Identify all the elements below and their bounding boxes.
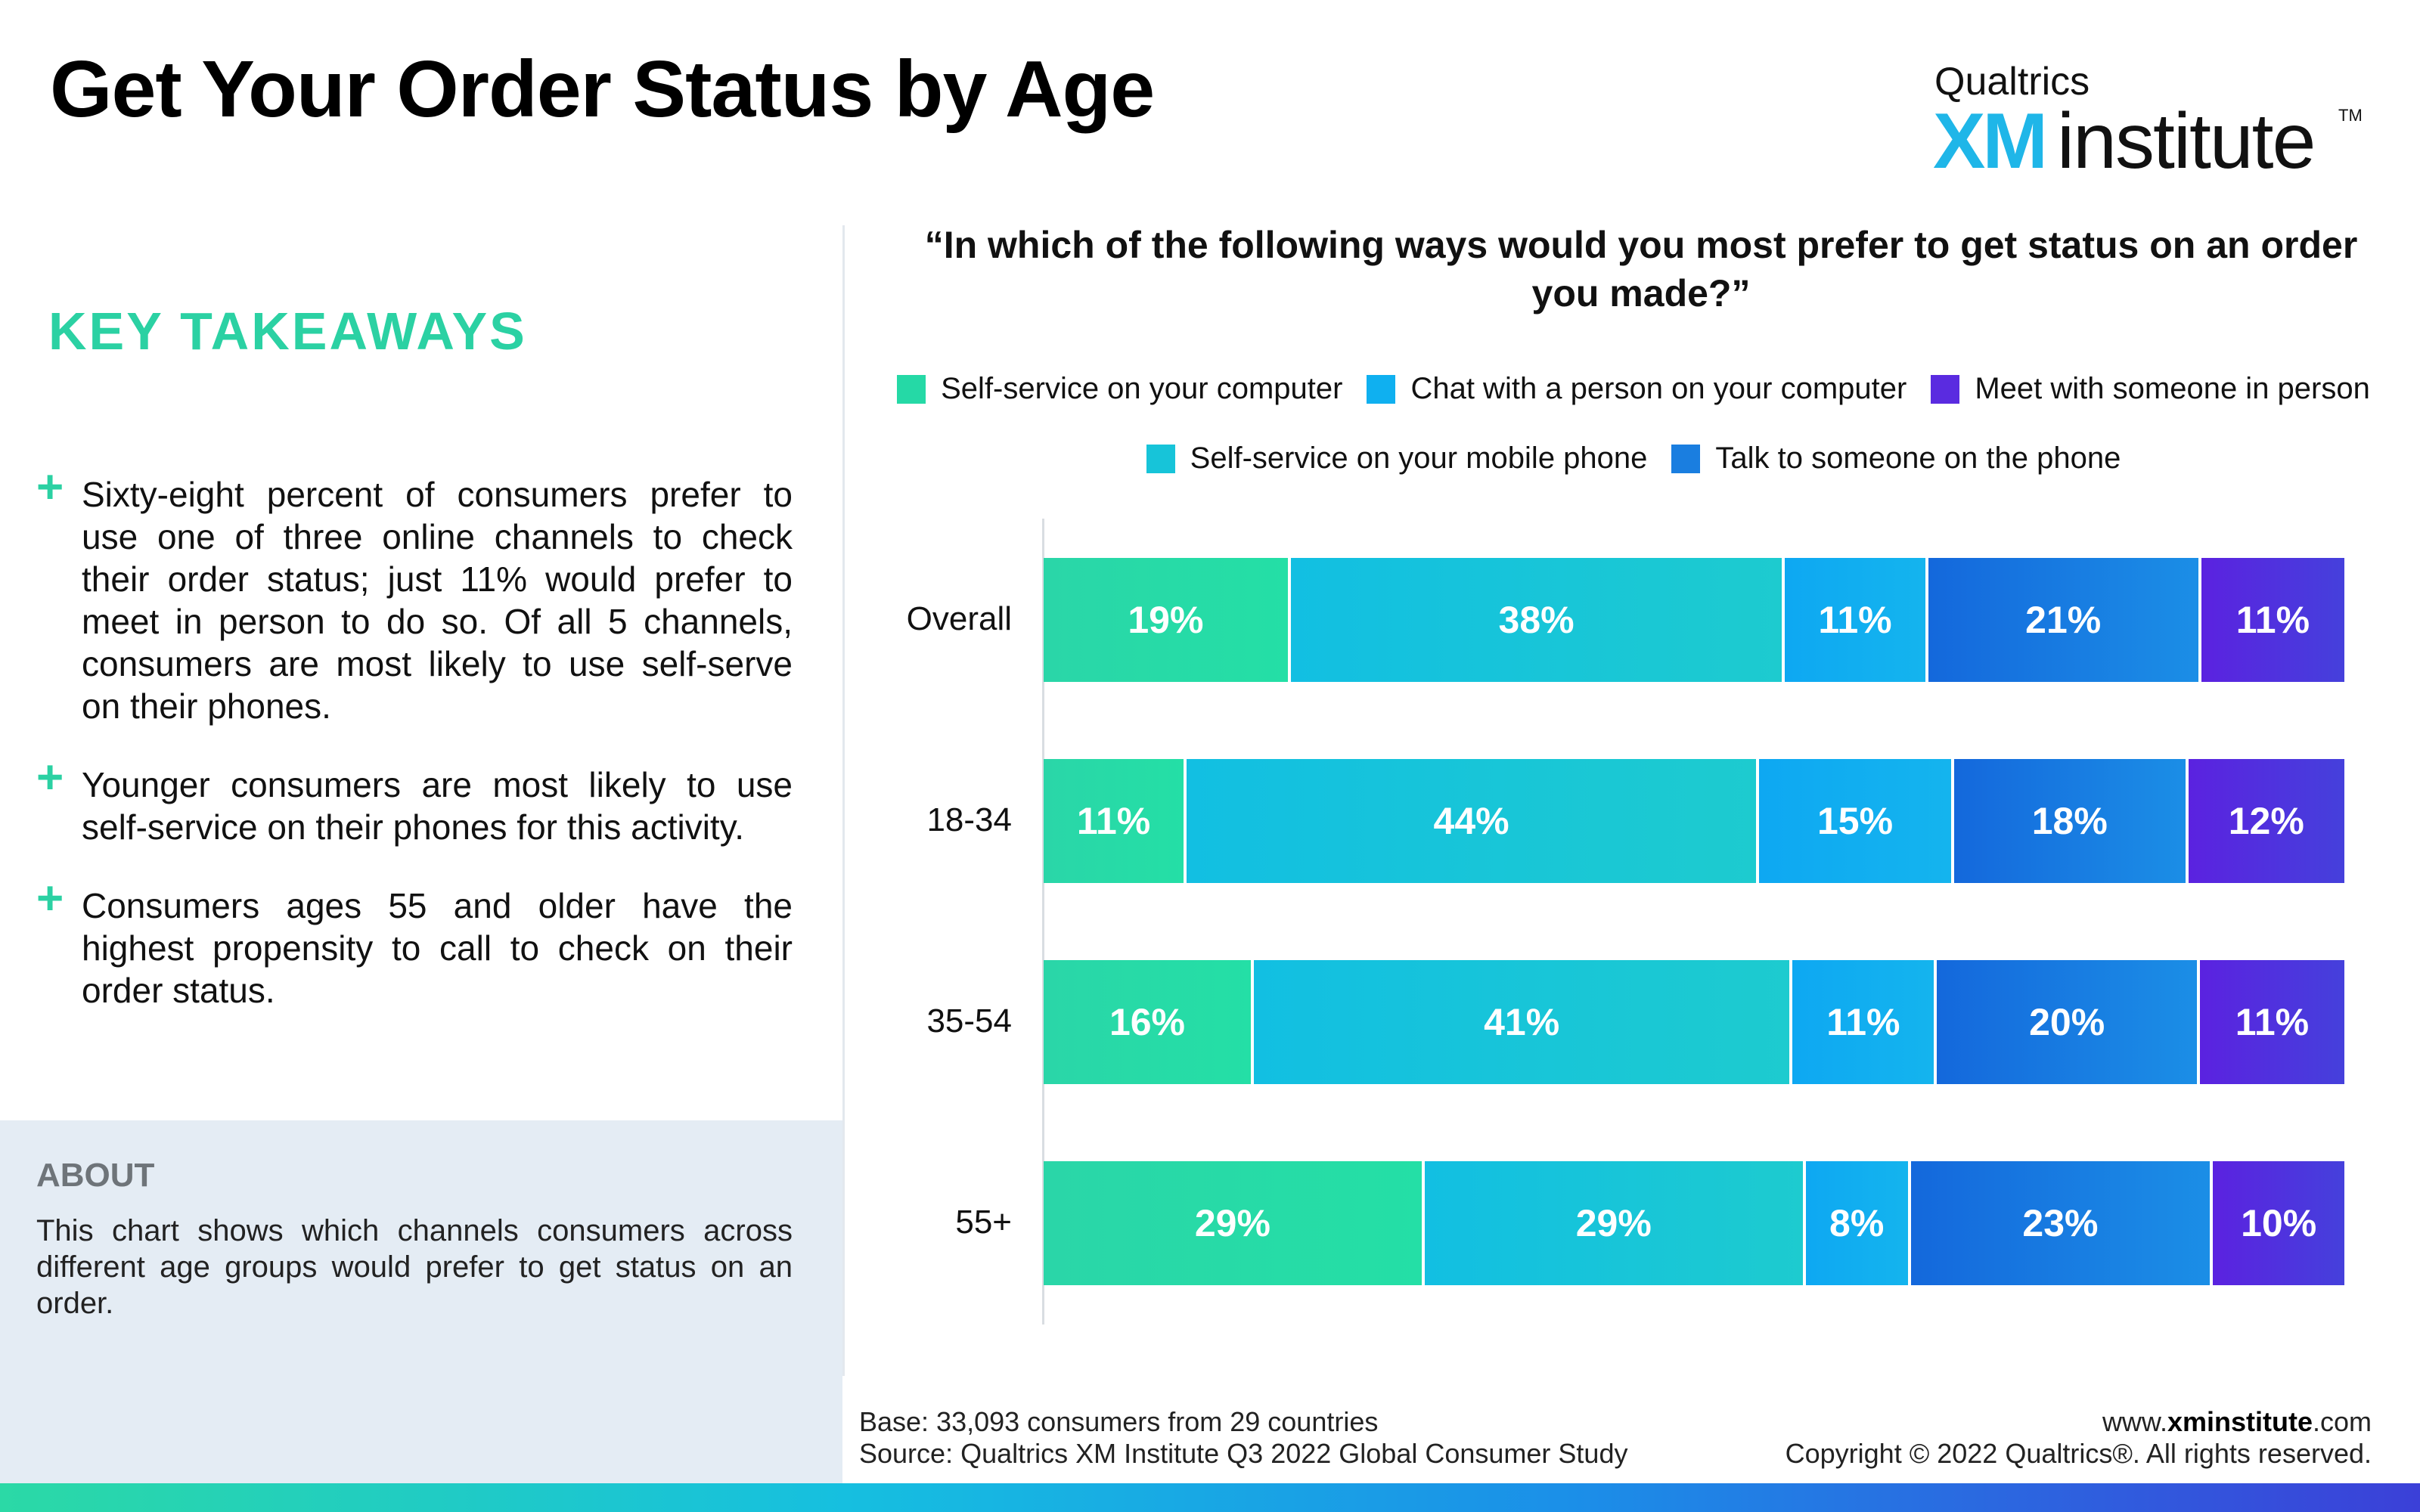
key-takeaways-list: + Sixty-eight percent of consumers prefe… (36, 464, 793, 1048)
bar-segment: 38% (1290, 558, 1786, 682)
legend-swatch (1931, 374, 1960, 404)
chart-legend-row-2: Self-service on your mobile phone Talk to… (855, 442, 2412, 476)
bar-segment: 16% (1044, 960, 1254, 1084)
about-text: This chart shows which channels consumer… (36, 1214, 793, 1320)
logo-brand: Qualtrics (1934, 60, 2090, 104)
legend-label: Self-service on your mobile phone (1190, 442, 1648, 475)
bar-segment: 21% (1928, 558, 2201, 682)
bar-segment: 11% (2199, 960, 2344, 1084)
plus-icon: + (36, 461, 64, 513)
legend-label: Talk to someone on the phone (1715, 442, 2121, 475)
legend-label: Self-service on your computer (941, 372, 1343, 405)
website-link[interactable]: www.xminstitute.com (2102, 1406, 2372, 1437)
takeaway-item: + Sixty-eight percent of consumers prefe… (36, 464, 793, 727)
about-panel (0, 1120, 842, 1483)
plus-icon: + (36, 751, 64, 804)
stacked-bar: 11% 44% 15% 18% 12% (1044, 759, 2344, 883)
chart-title: “In which of the following ways would yo… (924, 224, 2358, 314)
category-label: 35-54 (926, 1002, 1012, 1040)
takeaway-text: Younger consumers are most likely to use… (82, 765, 793, 847)
bar-segment: 20% (1937, 960, 2200, 1084)
page-title: Get Your Order Status by Age (50, 45, 1155, 134)
legend-swatch (1367, 374, 1396, 404)
logo-product: institute (2057, 98, 2316, 185)
bottom-gradient-bar (0, 1483, 2420, 1512)
key-takeaways-heading: KEY TAKEAWAYS (48, 302, 527, 361)
bar-segment: 11% (2201, 558, 2344, 682)
xm-institute-logo: Qualtrics XM institute TM (1933, 59, 2363, 187)
stacked-bar: 19% 38% 11% 21% 11% (1044, 558, 2344, 682)
bar-segment: 11% (1044, 759, 1187, 883)
bar-segment: 19% (1044, 558, 1291, 682)
bar-segment: 18% (1954, 759, 2189, 883)
source-note: Source: Qualtrics XM Institute Q3 2022 G… (859, 1438, 1628, 1469)
legend-item: Self-service on your mobile phone (1146, 442, 1648, 476)
legend-item: Meet with someone in person (1931, 372, 2370, 406)
legend-swatch (1671, 444, 1701, 473)
bar-segment: 15% (1759, 759, 1954, 883)
legend-item: Self-service on your computer (897, 372, 1342, 406)
category-axis-line (1042, 519, 1044, 1325)
stacked-bar: 16% 41% 11% 20% 11% (1044, 960, 2344, 1084)
bar-segment: 23% (1910, 1161, 2214, 1285)
legend-swatch (1146, 444, 1175, 473)
legend-swatch (897, 374, 926, 404)
legend-item: Chat with a person on your computer (1367, 372, 1907, 406)
panel-divider (842, 225, 845, 1376)
legend-item: Talk to someone on the phone (1671, 442, 2121, 476)
bar-segment: 8% (1805, 1161, 1911, 1285)
legend-label: Chat with a person on your computer (1410, 372, 1907, 405)
takeaway-text: Sixty-eight percent of consumers prefer … (82, 475, 793, 726)
takeaway-item: + Consumers ages 55 and older have the h… (36, 875, 793, 1012)
category-label: 55+ (955, 1204, 1012, 1241)
stacked-bar: 29% 29% 8% 23% 10% (1044, 1161, 2344, 1285)
bar-segment: 29% (1044, 1161, 1425, 1285)
copyright-note: Copyright © 2022 Qualtrics®. All rights … (1785, 1438, 2372, 1469)
category-label: Overall (906, 600, 1012, 637)
takeaway-item: + Younger consumers are most likely to u… (36, 754, 793, 848)
bar-segment: 11% (1792, 960, 1938, 1084)
footer-right: www.xminstitute.com Copyright © 2022 Qua… (1786, 1406, 2372, 1470)
bar-segment: 12% (2188, 759, 2344, 883)
legend-label: Meet with someone in person (1975, 372, 2370, 405)
category-label: 18-34 (926, 801, 1012, 838)
bar-segment: 29% (1424, 1161, 1806, 1285)
bar-segment: 41% (1253, 960, 1793, 1084)
about-heading: ABOUT (36, 1157, 155, 1194)
bar-segment: 10% (2213, 1161, 2344, 1285)
plus-icon: + (36, 872, 64, 925)
takeaway-text: Consumers ages 55 and older have the hig… (82, 886, 793, 1010)
bar-segment: 44% (1187, 759, 1759, 883)
bar-segment: 11% (1785, 558, 1928, 682)
base-note: Base: 33,093 consumers from 29 countries (859, 1406, 1379, 1437)
chart-legend-row-1: Self-service on your computer Chat with a… (855, 372, 2412, 406)
logo-xm: XM (1933, 98, 2048, 185)
footer-left: Base: 33,093 consumers from 29 countries… (859, 1406, 1627, 1470)
logo-trademark: TM (2338, 106, 2363, 125)
